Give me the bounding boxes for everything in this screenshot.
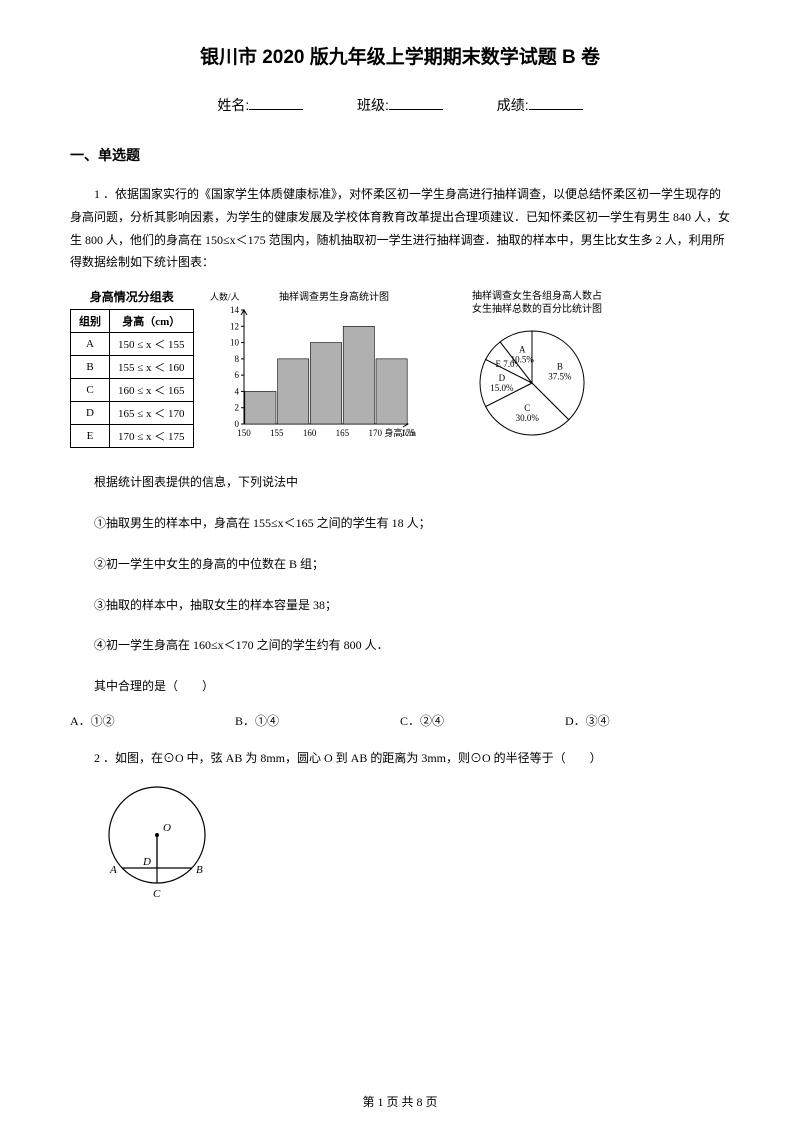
svg-text:165: 165: [335, 428, 349, 438]
pie-chart: 抽样调查女生各组身高人数占女生抽样总数的百分比统计图 B37.5% C30.0% D1…: [432, 288, 642, 453]
class-blank: [389, 96, 443, 110]
bar-chart-svg: 抽样调查男生身高统计图人数/人0246810121415015516016517…: [208, 288, 418, 448]
table-row: B155 ≤ x ＜ 160: [71, 356, 194, 379]
cell: 150 ≤ x ＜ 155: [110, 333, 194, 356]
table-row: 组别 身高（cm）: [71, 310, 194, 333]
svg-text:抽样调查男生身高统计图: 抽样调查男生身高统计图: [279, 290, 389, 303]
q1-prompt: 其中合理的是（ ）: [70, 675, 730, 698]
svg-text:10.5%: 10.5%: [510, 355, 534, 365]
svg-text:6: 6: [234, 370, 239, 380]
svg-text:10: 10: [230, 338, 240, 348]
svg-text:155: 155: [270, 428, 284, 438]
name-label: 姓名:: [217, 95, 249, 115]
svg-text:B: B: [556, 362, 562, 372]
svg-text:30.0%: 30.0%: [515, 413, 539, 423]
cell: E: [71, 425, 110, 448]
svg-text:D: D: [142, 856, 151, 868]
table-row: C160 ≤ x ＜ 165: [71, 379, 194, 402]
cell: A: [71, 333, 110, 356]
option-a: A．①②: [70, 712, 235, 729]
pie-chart-svg: 抽样调查女生各组身高人数占女生抽样总数的百分比统计图 B37.5% C30.0% D1…: [432, 288, 642, 448]
svg-text:C: C: [524, 403, 530, 413]
svg-text:4: 4: [234, 387, 239, 397]
table-row: A150 ≤ x ＜ 155: [71, 333, 194, 356]
class-label: 班级:: [357, 95, 389, 115]
name-blank: [249, 96, 303, 110]
cell: 155 ≤ x ＜ 160: [110, 356, 194, 379]
q1-stmt-4: ④初一学生身高在 160≤x＜170 之间的学生约有 800 人．: [70, 634, 730, 657]
option-b: B．①④: [235, 712, 400, 729]
svg-text:37.5%: 37.5%: [548, 372, 572, 382]
option-c: C．②④: [400, 712, 565, 729]
svg-text:170: 170: [368, 428, 382, 438]
cell: C: [71, 379, 110, 402]
q1-stem: 1 ．依据国家实行的《国家学生体质健康标准》，对怀柔区初一学生身高进行抽样调查，…: [70, 183, 730, 274]
group-table: 组别 身高（cm） A150 ≤ x ＜ 155 B155 ≤ x ＜ 160 …: [70, 309, 194, 448]
table-row: D165 ≤ x ＜ 170: [71, 402, 194, 425]
page-title: 银川市 2020 版九年级上学期期末数学试题 B 卷: [70, 42, 730, 69]
group-table-caption: 身高情况分组表: [70, 288, 194, 305]
cell: 160 ≤ x ＜ 165: [110, 379, 194, 402]
table-row: E170 ≤ x ＜ 175: [71, 425, 194, 448]
q1-stmt-3: ③抽取的样本中，抽取女生的样本容量是 38；: [70, 594, 730, 617]
cell: B: [71, 356, 110, 379]
svg-text:8: 8: [234, 354, 239, 364]
group-table-wrap: 身高情况分组表 组别 身高（cm） A150 ≤ x ＜ 155 B155 ≤ …: [70, 288, 194, 448]
cell: 165 ≤ x ＜ 170: [110, 402, 194, 425]
svg-text:12: 12: [230, 321, 239, 331]
svg-text:160: 160: [302, 428, 316, 438]
svg-text:女生抽样总数的百分比统计图: 女生抽样总数的百分比统计图: [472, 302, 602, 315]
q2-figure: O D A B C: [102, 780, 730, 905]
cell: D: [71, 402, 110, 425]
svg-text:B: B: [196, 864, 203, 876]
svg-text:O: O: [163, 822, 171, 834]
cell: 170 ≤ x ＜ 175: [110, 425, 194, 448]
svg-text:D: D: [498, 373, 505, 383]
svg-text:抽样调查女生各组身高人数占: 抽样调查女生各组身高人数占: [472, 289, 602, 302]
q1-followup: 根据统计图表提供的信息，下列说法中: [70, 471, 730, 494]
svg-text:C: C: [153, 888, 161, 900]
svg-text:15.0%: 15.0%: [490, 383, 514, 393]
section-heading: 一、单选题: [70, 145, 730, 165]
info-line: 姓名: 班级: 成绩:: [70, 95, 730, 115]
svg-text:身高/cm: 身高/cm: [384, 427, 416, 438]
table-head: 组别: [71, 310, 110, 333]
q2-figure-svg: O D A B C: [102, 780, 217, 900]
bar-chart: 抽样调查男生身高统计图人数/人0246810121415015516016517…: [208, 288, 418, 453]
svg-text:A: A: [109, 864, 117, 876]
table-head: 身高（cm）: [110, 310, 194, 333]
option-d: D．③④: [565, 712, 730, 729]
svg-text:14: 14: [230, 305, 240, 315]
score-blank: [529, 96, 583, 110]
svg-text:A: A: [519, 345, 526, 355]
page-footer: 第 1 页 共 8 页: [0, 1093, 800, 1110]
charts-row: 身高情况分组表 组别 身高（cm） A150 ≤ x ＜ 155 B155 ≤ …: [70, 288, 730, 453]
q1-options: A．①② B．①④ C．②④ D．③④: [70, 712, 730, 729]
score-label: 成绩:: [497, 95, 529, 115]
svg-text:150: 150: [237, 428, 251, 438]
q2-stem: 2 ．如图，在⊙O 中，弦 AB 为 8mm，圆心 O 到 AB 的距离为 3m…: [70, 747, 730, 770]
q1-stmt-2: ②初一学生中女生的身高的中位数在 B 组；: [70, 553, 730, 576]
svg-text:人数/人: 人数/人: [210, 291, 240, 302]
svg-text:2: 2: [234, 403, 239, 413]
q1-stmt-1: ①抽取男生的样本中，身高在 155≤x＜165 之间的学生有 18 人；: [70, 512, 730, 535]
